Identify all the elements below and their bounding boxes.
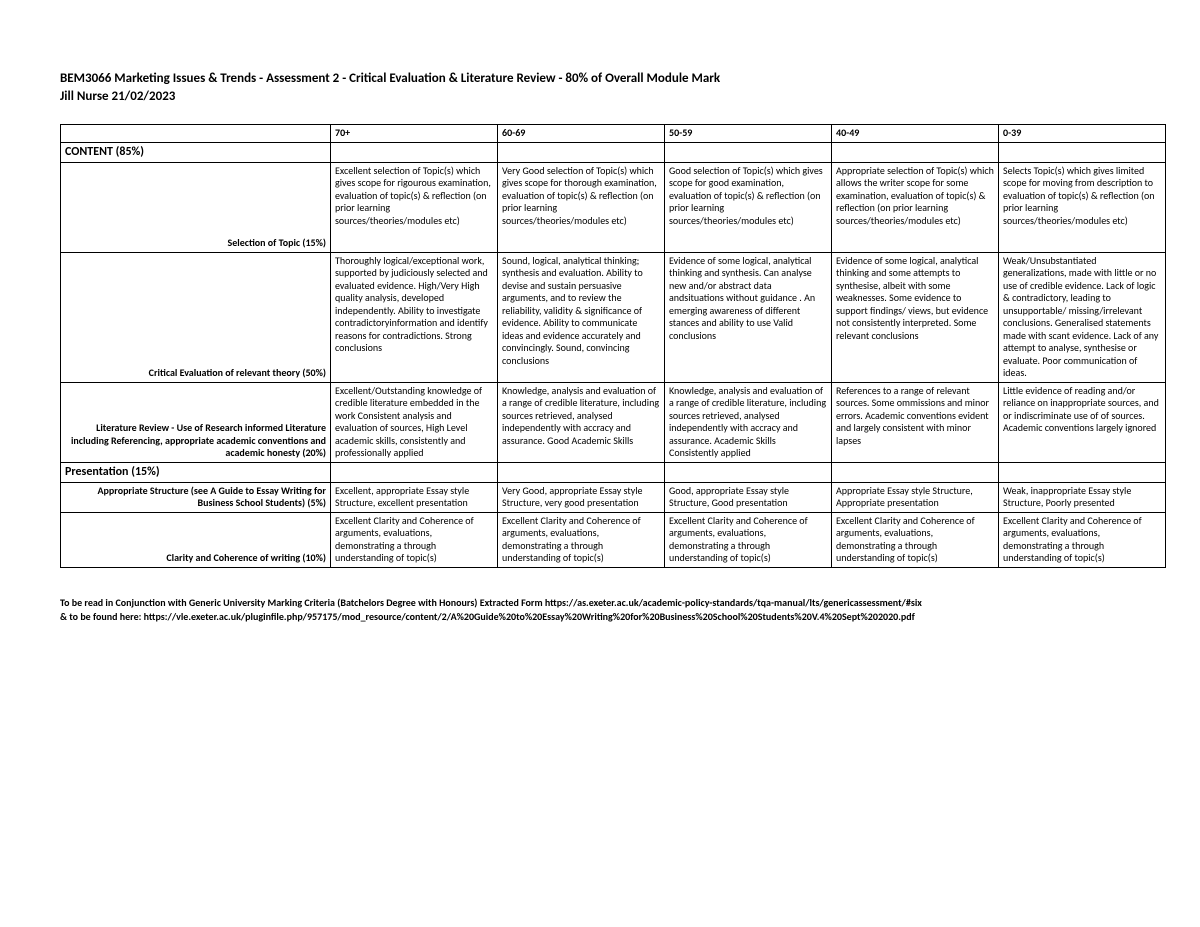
content-header: CONTENT (85%) <box>61 142 331 162</box>
empty-cell <box>498 142 665 162</box>
topic-60: Very Good selection of Topic(s) which gi… <box>498 162 665 252</box>
structure-label: Appropriate Structure (see A Guide to Es… <box>61 482 331 512</box>
empty-cell <box>999 142 1166 162</box>
document-title: BEM3066 Marketing Issues & Trends - Asse… <box>60 70 1140 106</box>
empty-cell <box>665 142 832 162</box>
structure-50: Good, appropriate Essay style Structure,… <box>665 482 832 512</box>
litrev-70: Excellent/Outstanding knowledge of credi… <box>331 382 498 462</box>
criteval-70: Thoroughly logical/exceptional work, sup… <box>331 252 498 382</box>
col-60-69: 60-69 <box>498 125 665 143</box>
empty-cell <box>331 142 498 162</box>
empty-cell <box>665 462 832 482</box>
criteval-0: Weak/Unsubstantiated generalizations, ma… <box>999 252 1166 382</box>
blank-cell <box>61 125 331 143</box>
content-section-row: CONTENT (85%) <box>61 142 1166 162</box>
empty-cell <box>498 462 665 482</box>
empty-cell <box>832 142 999 162</box>
structure-0: Weak, inappropriate Essay style Structur… <box>999 482 1166 512</box>
criteval-50: Evidence of some logical, analytical thi… <box>665 252 832 382</box>
clarity-label: Clarity and Coherence of writing (10%) <box>61 512 331 567</box>
rubric-table: 70+ 60-69 50-59 40-49 0-39 CONTENT (85%)… <box>60 124 1166 568</box>
col-70plus: 70+ <box>331 125 498 143</box>
footnote-line-2: & to be found here: https://vle.exeter.a… <box>60 610 1140 624</box>
structure-40: Appropriate Essay style Structure, Appro… <box>832 482 999 512</box>
structure-60: Very Good, appropriate Essay style Struc… <box>498 482 665 512</box>
criteval-label: Critical Evaluation of relevant theory (… <box>61 252 331 382</box>
clarity-40: Excellent Clarity and Coherence of argum… <box>832 512 999 567</box>
litrev-row: Literature Review - Use of Research info… <box>61 382 1166 462</box>
structure-70: Excellent, appropriate Essay style Struc… <box>331 482 498 512</box>
presentation-header: Presentation (15%) <box>61 462 331 482</box>
structure-row: Appropriate Structure (see A Guide to Es… <box>61 482 1166 512</box>
grade-header-row: 70+ 60-69 50-59 40-49 0-39 <box>61 125 1166 143</box>
clarity-70: Excellent Clarity and Coherence of argum… <box>331 512 498 567</box>
col-50-59: 50-59 <box>665 125 832 143</box>
title-line-1: BEM3066 Marketing Issues & Trends - Asse… <box>60 70 1140 88</box>
criteval-60: Sound, logical, analytical thinking; syn… <box>498 252 665 382</box>
footnote-line-1: To be read in Conjunction with Generic U… <box>60 596 1140 610</box>
col-40-49: 40-49 <box>832 125 999 143</box>
clarity-60: Excellent Clarity and Coherence of argum… <box>498 512 665 567</box>
litrev-label: Literature Review - Use of Research info… <box>61 382 331 462</box>
title-line-2: Jill Nurse 21/02/2023 <box>60 88 1140 106</box>
footnote: To be read in Conjunction with Generic U… <box>60 596 1140 624</box>
litrev-0: Little evidence of reading and/or relian… <box>999 382 1166 462</box>
topic-label: Selection of Topic (15%) <box>61 162 331 252</box>
topic-40: Appropriate selection of Topic(s) which … <box>832 162 999 252</box>
empty-cell <box>999 462 1166 482</box>
col-0-39: 0-39 <box>999 125 1166 143</box>
topic-70: Excellent selection of Topic(s) which gi… <box>331 162 498 252</box>
empty-cell <box>832 462 999 482</box>
topic-row: Selection of Topic (15%) Excellent selec… <box>61 162 1166 252</box>
clarity-50: Excellent Clarity and Coherence of argum… <box>665 512 832 567</box>
litrev-50: Knowledge, analysis and evaluation of a … <box>665 382 832 462</box>
topic-50: Good selection of Topic(s) which gives s… <box>665 162 832 252</box>
presentation-section-row: Presentation (15%) <box>61 462 1166 482</box>
topic-0: Selects Topic(s) which gives limited sco… <box>999 162 1166 252</box>
litrev-60: Knowledge, analysis and evaluation of a … <box>498 382 665 462</box>
criteval-row: Critical Evaluation of relevant theory (… <box>61 252 1166 382</box>
clarity-0: Excellent Clarity and Coherence of argum… <box>999 512 1166 567</box>
criteval-40: Evidence of some logical, analytical thi… <box>832 252 999 382</box>
clarity-row: Clarity and Coherence of writing (10%) E… <box>61 512 1166 567</box>
litrev-40: References to a range of relevant source… <box>832 382 999 462</box>
empty-cell <box>331 462 498 482</box>
